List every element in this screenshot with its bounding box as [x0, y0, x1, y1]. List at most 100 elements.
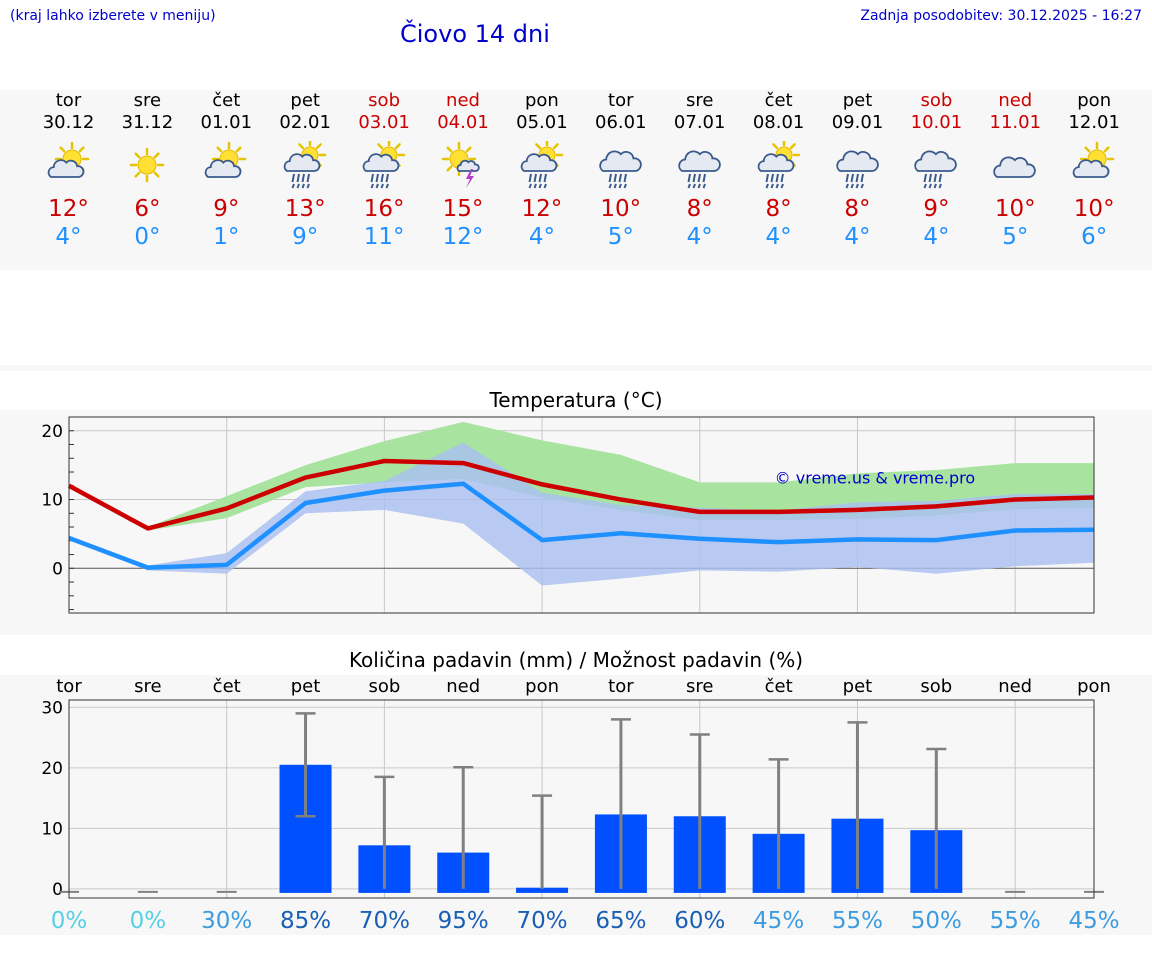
- precip-bar: [516, 887, 569, 893]
- weather-icon-slot: [818, 136, 898, 196]
- sun-thunder-icon: [441, 141, 480, 188]
- day-name: čet: [764, 90, 793, 111]
- day-date: 05.01: [516, 112, 568, 133]
- precip-probability-label: 0%: [51, 908, 88, 934]
- weather-icon-slot: [502, 136, 582, 196]
- day-column: pon 12.01 10° 6°: [1054, 90, 1134, 252]
- day-date: 06.01: [595, 112, 647, 133]
- temp-max: 10°: [600, 196, 642, 222]
- day-name: sob: [368, 90, 400, 111]
- last-updated: Zadnja posodobitev: 30.12.2025 - 16:27: [860, 8, 1142, 24]
- weather-icon-slot: [1054, 136, 1134, 196]
- sun-cloud-rain-icon: [283, 141, 327, 189]
- y-tick-label: 30: [41, 698, 63, 718]
- x-category-label: ned: [446, 676, 480, 697]
- day-name: pon: [1077, 90, 1112, 111]
- temp-max: 6°: [134, 196, 161, 222]
- precip-probability-label: 55%: [990, 908, 1041, 934]
- plot-frame: [68, 699, 1095, 899]
- temp-max: 8°: [686, 196, 713, 222]
- max-temperature-line: [67, 458, 1095, 531]
- precip-probability-label: 0%: [130, 908, 167, 934]
- day-date: 04.01: [437, 112, 489, 133]
- x-category-label: pon: [525, 676, 559, 697]
- y-tick-label: 10: [41, 491, 63, 511]
- temp-min: 4°: [844, 224, 871, 250]
- temp-max: 10°: [994, 196, 1036, 222]
- precip-probability-label: 95%: [438, 908, 489, 934]
- x-category-label: pon: [1077, 676, 1111, 697]
- weather-icon-slot: [29, 136, 109, 196]
- day-column: čet 08.01 8° 4°: [739, 90, 819, 252]
- weather-icon-slot: [423, 136, 503, 196]
- day-name: tor: [55, 90, 82, 111]
- temp-min: 1°: [213, 224, 240, 250]
- sun-cloud-rain-icon: [362, 141, 406, 189]
- cloud-rain-icon: [677, 150, 721, 189]
- x-category-label: čet: [213, 676, 241, 697]
- day-name: pon: [524, 90, 559, 111]
- max-temperature-range: [69, 421, 1094, 531]
- temp-max: 8°: [844, 196, 871, 222]
- day-date: 09.01: [831, 112, 884, 133]
- temp-max: 16°: [363, 196, 405, 222]
- temp-max: 12°: [521, 196, 563, 222]
- temp-min: 11°: [363, 224, 405, 250]
- day-date: 03.01: [358, 112, 410, 133]
- day-name: ned: [998, 90, 1033, 111]
- day-column: sre 07.01 8° 4°: [660, 90, 740, 252]
- cloud-icon: [993, 156, 1037, 178]
- x-category-label: tor: [608, 676, 634, 697]
- weather-icon-slot: [186, 136, 266, 196]
- day-column: ned 04.01 15° 12°: [423, 90, 503, 252]
- temp-min: 5°: [607, 224, 634, 250]
- min-temperature-range: [69, 442, 1094, 586]
- precip-probability-label: 65%: [595, 908, 646, 934]
- watermark: © vreme.us & vreme.pro: [775, 469, 976, 488]
- day-name: pet: [290, 90, 320, 111]
- temp-min: 5°: [1002, 224, 1029, 250]
- x-category-label: pet: [843, 676, 873, 697]
- cloud-rain-icon: [914, 150, 958, 189]
- precip-probability-label: 70%: [359, 908, 410, 934]
- weather-icon-slot: [107, 136, 187, 196]
- day-column: sob 03.01 16° 11°: [344, 90, 424, 252]
- precip-probability-label: 85%: [280, 908, 331, 934]
- temp-max: 8°: [765, 196, 792, 222]
- temp-max: 9°: [923, 196, 950, 222]
- y-tick-label: 0: [52, 880, 63, 900]
- cloud-rain-icon: [599, 150, 642, 189]
- day-column: pet 02.01 13° 9°: [265, 90, 345, 252]
- y-tick-label: 0: [52, 559, 63, 579]
- temp-min: 12°: [442, 224, 484, 250]
- x-category-label: ned: [998, 676, 1032, 697]
- weather-icon-slot: [896, 136, 976, 196]
- divider: [0, 365, 1152, 371]
- sun-cloud-rain-icon: [757, 141, 800, 189]
- temperature-chart: 0 10 20 © vreme.us & vreme.pro: [41, 416, 1095, 614]
- x-category-label: pet: [291, 676, 321, 697]
- precipitation-chart-title: Količina padavin (mm) / Možnost padavin …: [348, 648, 804, 672]
- precip-probability-label: 60%: [674, 908, 725, 934]
- temp-max: 9°: [213, 196, 240, 222]
- weather-icon-slot: [739, 136, 819, 196]
- x-category-label: čet: [765, 676, 793, 697]
- temp-min: 4°: [686, 224, 713, 250]
- temp-min: 4°: [55, 224, 82, 250]
- temp-min: 4°: [528, 224, 555, 250]
- precip-probability-label: 45%: [753, 908, 804, 934]
- day-name: sob: [920, 90, 953, 111]
- temp-min: 9°: [292, 224, 319, 250]
- x-category-label: sob: [920, 676, 952, 697]
- day-column: pon 05.01 12° 4°: [502, 90, 582, 252]
- precip-probability-label: 55%: [832, 908, 883, 934]
- day-date: 30.12: [42, 112, 95, 133]
- day-name: sre: [685, 90, 714, 111]
- y-tick-label: 20: [41, 759, 63, 779]
- location-hint: (kraj lahko izberete v meniju): [10, 8, 216, 24]
- x-category-label: sob: [368, 676, 400, 697]
- y-tick-label: 20: [41, 422, 63, 442]
- day-name: sre: [133, 90, 162, 111]
- day-column: ned 11.01 10° 5°: [975, 90, 1055, 252]
- sun-cloud-icon: [47, 141, 89, 178]
